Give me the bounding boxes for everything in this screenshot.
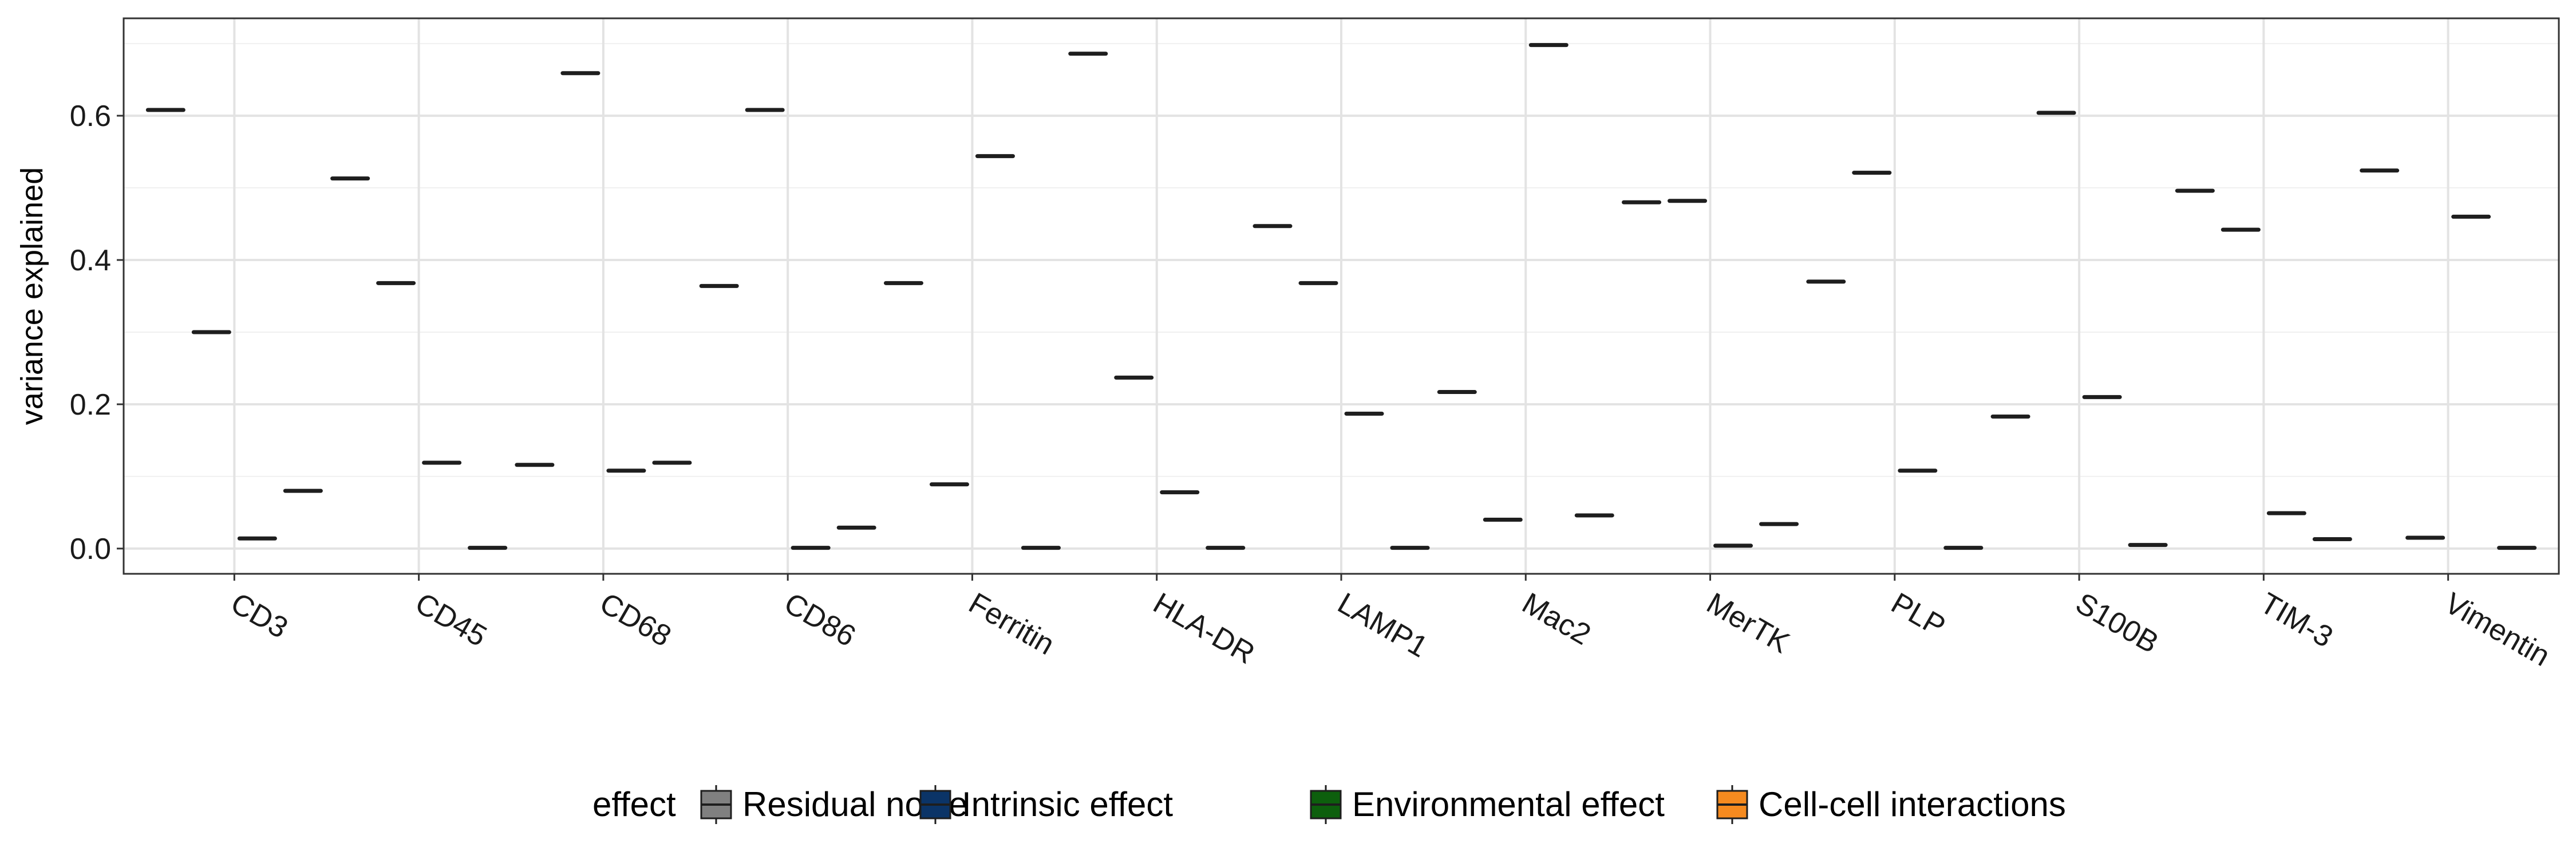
y-tick-label: 0.4 bbox=[70, 244, 111, 277]
legend-label-1: Intrinsic effect bbox=[962, 785, 1173, 823]
legend-label-2: Environmental effect bbox=[1352, 785, 1665, 823]
x-tick-label: TIM-3 bbox=[2254, 586, 2338, 654]
x-tick-label: HLA-DR bbox=[1148, 586, 1261, 671]
x-axis: CD3 CD45 CD68 CD86 Ferritin HLA-DR LAMP1 Mac2 Me… bbox=[225, 574, 2555, 673]
y-tick-label: 0.2 bbox=[70, 388, 111, 421]
legend-title: effect bbox=[592, 785, 676, 823]
x-tick-label: Mac2 bbox=[1516, 586, 1596, 652]
y-axis: 0.0 0.2 0.4 0.6 bbox=[70, 100, 124, 566]
x-tick-label: LAMP1 bbox=[1332, 586, 1433, 664]
y-axis-title: variance explained bbox=[15, 167, 49, 425]
x-tick-label: MerTK bbox=[1701, 586, 1795, 660]
y-tick-label: 0.0 bbox=[70, 533, 111, 566]
x-tick-label: CD45 bbox=[410, 586, 492, 653]
x-tick-label: CD86 bbox=[779, 586, 861, 653]
grid-major bbox=[124, 18, 2559, 574]
legend-label-3: Cell-cell interactions bbox=[1759, 785, 2066, 823]
x-tick-label: S100B bbox=[2070, 586, 2164, 660]
x-tick-label: Vimentin bbox=[2439, 586, 2555, 673]
y-tick-label: 0.6 bbox=[70, 100, 111, 133]
x-tick-label: Ferritin bbox=[963, 586, 1060, 661]
x-tick-label: PLP bbox=[1886, 586, 1951, 643]
data-marks bbox=[145, 43, 2537, 550]
x-tick-label: CD3 bbox=[225, 586, 293, 645]
x-tick-label: CD68 bbox=[594, 586, 677, 653]
